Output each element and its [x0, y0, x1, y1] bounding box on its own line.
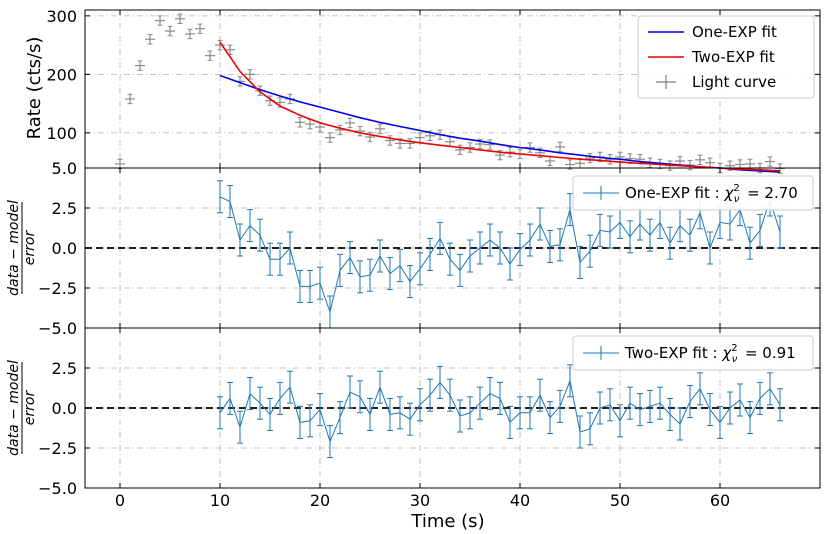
y-tick-label: −5.0: [38, 479, 77, 498]
y-tick-label: 0.0: [52, 239, 77, 258]
x-tick-labels: 0 10 20 30 40 50 60: [115, 491, 730, 510]
two-exp-residual-panel: −5.0 −2.5 0.0 2.5 Two-EXP fit : χ2 ν = 0.91: [38, 328, 820, 498]
y-tick-label: −5.0: [38, 319, 77, 338]
legend-box: [637, 15, 815, 99]
residual-label-fraction: data − model error: [6, 360, 38, 456]
x-tick-label: 50: [610, 491, 630, 510]
y-tick-label: 0.0: [52, 399, 77, 418]
fraction-numerator: data − model: [6, 200, 22, 296]
one-exp-residual-panel: −5.0 −2.5 0.0 2.5 One-EXP fit : χ2 ν = 2.70: [38, 168, 820, 338]
legend-label: Light curve: [692, 73, 776, 91]
y-tick-label: 200: [46, 65, 77, 84]
legend-box: [572, 175, 814, 211]
fraction-numerator: data − model: [6, 360, 22, 456]
residual-line: [219, 196, 781, 314]
fraction-denominator: error: [22, 230, 38, 266]
fraction-denominator: error: [22, 390, 38, 426]
legend-label: Two-EXP fit: [691, 48, 775, 66]
y-tick-label: 2.5: [52, 199, 77, 218]
legend-label: One-EXP fit : χ2 ν = 2.70: [625, 183, 798, 205]
x-tick-label: 10: [210, 491, 230, 510]
x-tick-label: 40: [510, 491, 530, 510]
y-axis-label-rate: Rate (cts/s): [24, 37, 45, 140]
x-tick-label: 0: [115, 491, 125, 510]
panel-frame: [84, 327, 821, 489]
legend-label: One-EXP fit: [692, 23, 777, 41]
y-axis-label-residual-2: data − model error: [6, 360, 38, 456]
y-tick-label: 2.5: [52, 359, 77, 378]
x-axis-label: Time (s): [410, 511, 484, 532]
y-tick-label: 300: [46, 7, 77, 26]
two-exp-fit-line: [219, 41, 781, 172]
panel-frames: [84, 9, 821, 489]
light-curve-panel: 100 200 300 5.0 One-EXP fit Two-EXP fit Light …: [46, 7, 820, 178]
y-axis-label-residual-1: data − model error: [6, 200, 38, 296]
residual-label-fraction: data − model error: [6, 200, 38, 296]
y-tick-label: −2.5: [38, 439, 77, 458]
x-tick-label: 60: [710, 491, 730, 510]
residual-line: [219, 379, 781, 444]
y-tick-label: 100: [46, 124, 77, 143]
y-tick-label-shared: 5.0: [52, 159, 77, 178]
x-tick-label: 20: [310, 491, 330, 510]
y-tick-label: −2.5: [38, 279, 77, 298]
legend-label: Two-EXP fit : χ2 ν = 0.91: [624, 343, 796, 365]
x-tick-label: 30: [410, 491, 430, 510]
legend-box: [572, 335, 814, 371]
